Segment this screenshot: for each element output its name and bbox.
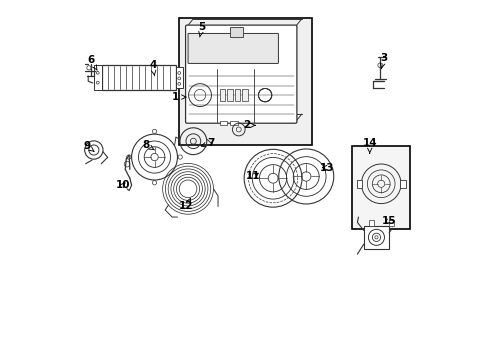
Bar	[226, 89, 232, 101]
FancyBboxPatch shape	[185, 25, 296, 123]
Bar	[363, 226, 388, 249]
Text: 4: 4	[149, 60, 156, 76]
Bar	[230, 27, 243, 37]
Bar	[94, 66, 102, 90]
FancyBboxPatch shape	[188, 33, 278, 63]
Bar	[351, 147, 409, 229]
Bar	[219, 121, 226, 125]
Bar	[388, 220, 393, 226]
Text: 8: 8	[142, 140, 154, 150]
Bar	[175, 67, 183, 88]
Bar	[179, 18, 311, 145]
Text: 6: 6	[87, 55, 97, 70]
Bar	[356, 180, 362, 188]
Text: 7: 7	[201, 138, 214, 148]
Text: 12: 12	[179, 198, 193, 211]
Bar	[230, 121, 238, 125]
Text: 11: 11	[245, 171, 260, 181]
Text: 5: 5	[198, 22, 205, 37]
Text: 1: 1	[172, 92, 185, 102]
Text: 13: 13	[320, 163, 334, 173]
Bar	[234, 89, 240, 101]
Text: 15: 15	[381, 216, 396, 226]
Bar	[368, 220, 373, 226]
Text: 2: 2	[242, 120, 255, 130]
Text: 3: 3	[380, 53, 386, 69]
Text: 10: 10	[115, 180, 130, 190]
Text: 9: 9	[84, 141, 94, 152]
Bar	[188, 68, 195, 72]
Bar	[399, 180, 405, 188]
Bar	[205, 68, 212, 72]
Text: 14: 14	[362, 138, 376, 153]
Bar	[219, 89, 224, 101]
Bar	[242, 89, 247, 101]
Bar	[102, 66, 175, 90]
